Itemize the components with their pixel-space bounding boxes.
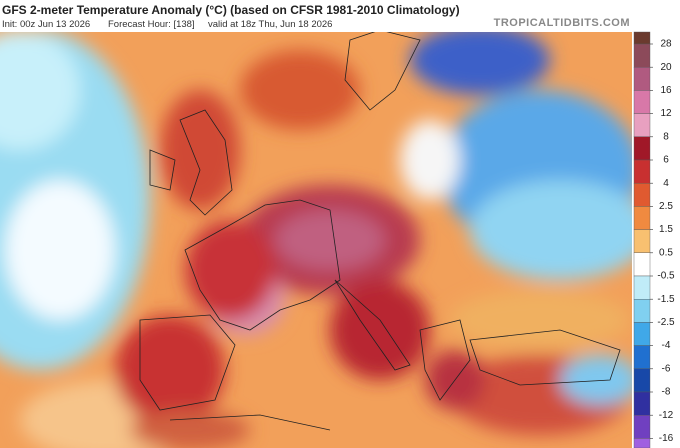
colorbar-label: 1.5: [659, 224, 673, 235]
colorbar-swatch: [633, 345, 651, 370]
colorbar: 28 20 16 12 8 6 4 2.5 1.5 0.5 -0.5 -1.5 -2.5 -4 -6 -8 -1…: [633, 31, 675, 448]
colorbar-label: 16: [660, 85, 672, 96]
colorbar-swatch: [633, 66, 651, 91]
colorbar-label: -4: [662, 340, 671, 351]
forecast-hour: Forecast Hour: [138]: [108, 19, 195, 30]
colorbar-swatch: [633, 299, 651, 323]
colorbar-label: 0.5: [659, 247, 673, 258]
colorbar-label: -0.5: [657, 271, 675, 282]
colorbar-swatch: [633, 136, 651, 161]
colorbar-label: 2.5: [659, 201, 673, 212]
colorbar-label: 8: [663, 131, 669, 142]
colorbar-swatch: [633, 206, 651, 230]
colorbar-label: -6: [662, 363, 671, 374]
colorbar-swatch: [633, 229, 651, 254]
colorbar-swatch: [633, 368, 651, 393]
map-title: GFS 2-meter Temperature Anomaly (°C) (ba…: [2, 3, 460, 17]
colorbar-swatch: [633, 159, 651, 184]
colorbar-swatch: [633, 275, 651, 300]
colorbar-swatch: [633, 31, 651, 45]
colorbar-label: -8: [662, 387, 671, 398]
colorbar-label: 4: [663, 178, 669, 189]
init-time: Init: 00z Jun 13 2026: [2, 19, 90, 30]
colorbar-label: -2.5: [657, 317, 675, 328]
colorbar-label: -16: [659, 433, 674, 444]
colorbar-swatch: [633, 252, 651, 277]
colorbar-label: 6: [663, 155, 669, 166]
colorbar-swatch: [633, 90, 651, 114]
colorbar-label: 28: [660, 39, 672, 50]
colorbar-swatch: [633, 415, 651, 439]
colorbar-swatch: [633, 43, 651, 68]
anomaly-map: [0, 32, 632, 448]
colorbar-swatch: [633, 322, 651, 346]
coastlines: [139, 32, 621, 431]
colorbar-label: -1.5: [657, 294, 675, 305]
colorbar-swatch: [633, 438, 651, 448]
colorbar-swatch: [633, 391, 651, 416]
valid-time: valid at 18z Thu, Jun 18 2026: [208, 19, 332, 30]
colorbar-swatch: [633, 113, 651, 137]
colorbar-swatch: [633, 182, 651, 207]
colorbar-label: 20: [660, 62, 672, 73]
colorbar-label: 12: [660, 108, 672, 119]
brand: TROPICALTIDBITS.COM: [494, 17, 630, 29]
colorbar-label: -12: [659, 410, 674, 421]
